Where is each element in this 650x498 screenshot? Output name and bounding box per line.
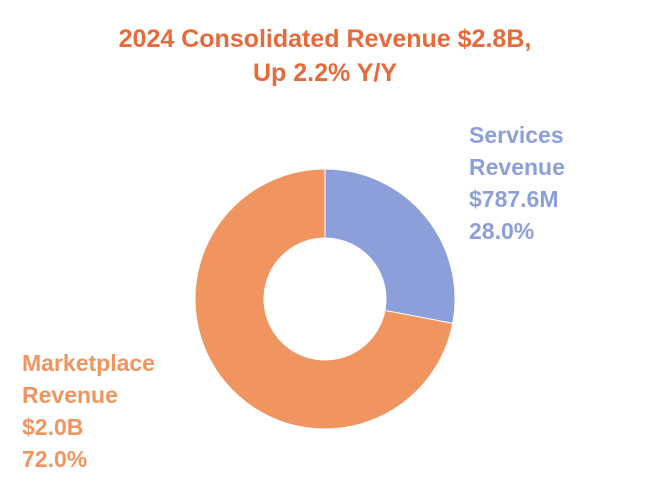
services-value: $787.6M: [469, 186, 559, 212]
donut-slice-services-revenue: [324, 168, 456, 324]
donut-slices: [194, 168, 456, 430]
marketplace-percent: 72.0%: [22, 446, 88, 472]
services-name-line-2: Revenue: [469, 154, 565, 180]
marketplace-revenue-label: Marketplace Revenue $2.0B 72.0%: [22, 347, 155, 475]
marketplace-value: $2.0B: [22, 414, 84, 440]
services-name-line-1: Services: [469, 122, 564, 148]
chart-title: 2024 Consolidated Revenue $2.8B, Up 2.2%…: [0, 22, 650, 90]
donut-slice-marketplace-revenue: [194, 168, 454, 430]
services-revenue-label: Services Revenue $787.6M 28.0%: [469, 119, 565, 247]
chart-title-line-1: 2024 Consolidated Revenue $2.8B,: [118, 25, 532, 53]
services-percent: 28.0%: [469, 218, 535, 244]
marketplace-name-line-2: Revenue: [22, 382, 118, 408]
chart-title-line-2: Up 2.2% Y/Y: [252, 59, 398, 87]
marketplace-name-line-1: Marketplace: [22, 350, 155, 376]
